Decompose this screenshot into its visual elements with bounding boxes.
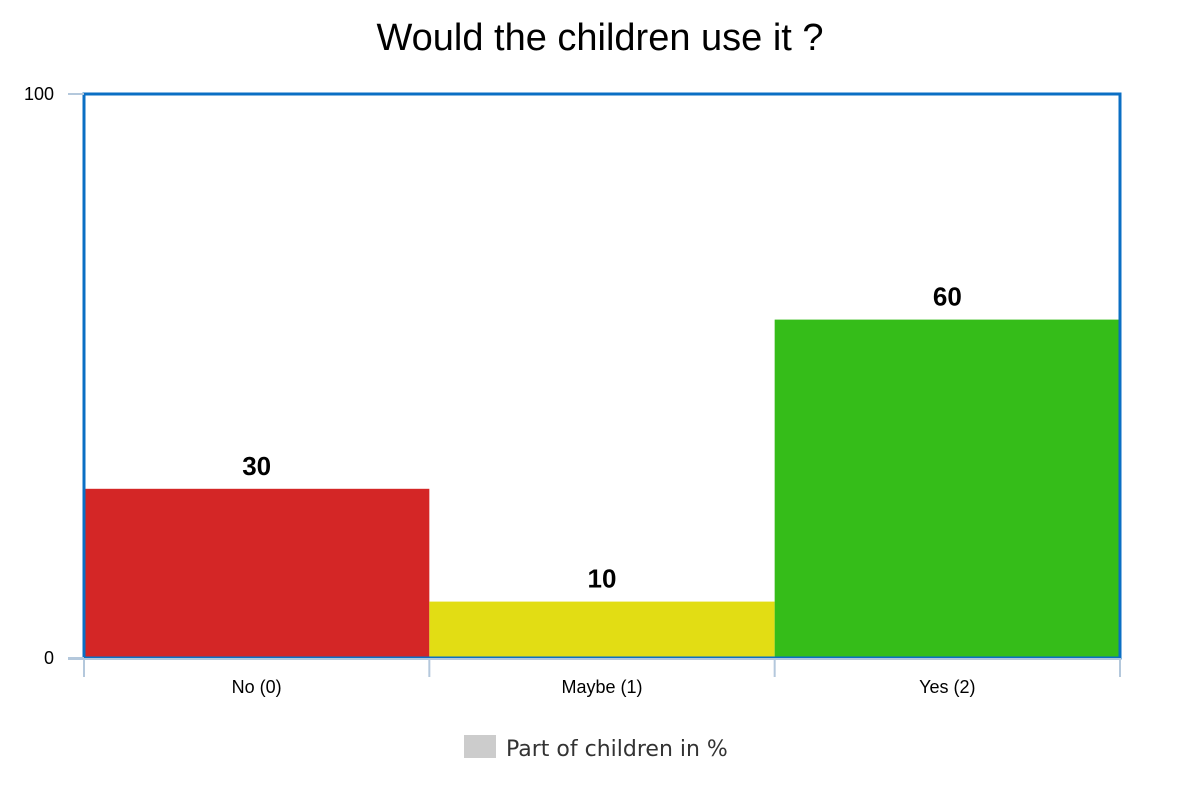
data-label-2: 60 [933,282,962,312]
y-tick-label-0: 0 [44,648,54,668]
legend-label: Part of children in % [506,737,728,762]
bars-layer: 30 10 60 [84,282,1120,658]
axis-layer: 0 100 No (0) Maybe (1) Yes (2) [24,84,1122,697]
legend: Part of children in % [464,735,728,762]
chart-title: Would the children use it ? [376,17,823,59]
x-tick-label-2: Yes (2) [919,677,975,697]
data-label-1: 10 [588,564,617,594]
bar-2 [774,319,1120,658]
y-tick-label-1: 100 [24,84,54,104]
bar-0 [84,488,430,658]
x-tick-label-1: Maybe (1) [561,677,642,697]
x-tick-label-0: No (0) [232,677,282,697]
data-label-0: 30 [242,451,271,481]
bar-1 [429,601,775,658]
legend-swatch [464,735,496,758]
